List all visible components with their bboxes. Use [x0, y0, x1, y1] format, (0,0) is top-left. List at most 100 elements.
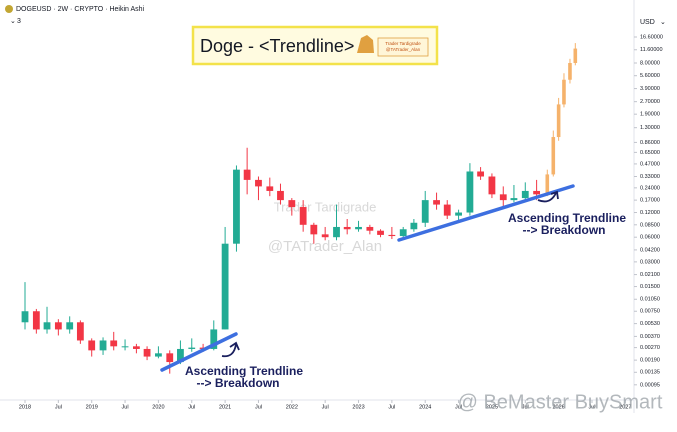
candle-body — [76, 322, 84, 341]
candle-body — [510, 198, 518, 201]
candle-body — [99, 340, 107, 351]
watermark: @ BeMaster BuySmart — [458, 391, 663, 413]
indicator-toggle[interactable]: ⌄ — [10, 18, 16, 25]
candle-body — [66, 322, 74, 330]
candle-body — [243, 169, 251, 180]
candle-body — [488, 176, 496, 195]
candle-body — [310, 224, 318, 235]
y-tick-label: 0.65000 — [640, 150, 660, 156]
y-tick-label: 0.03000 — [640, 259, 660, 265]
y-tick-label: 16.60000 — [640, 34, 663, 40]
candle-body — [556, 104, 561, 138]
candle-body — [255, 179, 262, 187]
candle-body — [573, 48, 578, 63]
candle-body — [177, 348, 184, 363]
annotation: Ascending Trendline — [185, 364, 303, 378]
y-tick-label: 0.01050 — [640, 297, 660, 303]
candle-body — [421, 200, 429, 223]
arrow — [537, 192, 557, 203]
logo-text: @TATrader_Alan — [386, 47, 421, 52]
candle-body — [333, 226, 340, 238]
x-tick-label: Jul — [388, 404, 395, 410]
x-tick-label: 2021 — [219, 404, 231, 410]
candle-body — [88, 340, 96, 351]
y-tick-label: 11.60000 — [640, 47, 663, 53]
y-tick-label: 0.01500 — [640, 284, 660, 290]
watermark: Trader Tardigrade — [274, 199, 377, 214]
x-tick-label: Jul — [188, 404, 195, 410]
y-tick-label: 0.08500 — [640, 222, 660, 228]
title-box: Doge - <Trendline> Trader Tardigrade @TA… — [191, 25, 439, 66]
candle-body — [388, 234, 396, 237]
candle-body — [266, 186, 274, 191]
y-tick-label: 0.33000 — [640, 174, 660, 180]
y-tick-label: 5.60000 — [640, 73, 660, 79]
axis-labels: 16.60000 11.60000 8.00000 5.60000 3.90000 2.7… — [19, 34, 663, 410]
candle-body — [143, 348, 151, 357]
logo-icon — [357, 35, 374, 53]
candle-body — [299, 207, 307, 225]
candle-body — [533, 190, 541, 195]
x-tick-label: 2026 — [553, 404, 565, 410]
candle-body — [288, 200, 296, 208]
candle-body — [110, 340, 118, 347]
indicator-count[interactable]: 3 — [17, 18, 21, 25]
candles — [21, 43, 578, 374]
x-tick-label: 2025 — [486, 404, 498, 410]
y-tick-label: 0.12000 — [640, 210, 660, 216]
x-tick-label: 2019 — [86, 404, 98, 410]
arrow-head — [229, 341, 240, 351]
candle-body — [132, 346, 140, 349]
logo-box — [377, 37, 429, 57]
candle-body — [545, 174, 550, 195]
candle-body — [433, 200, 440, 205]
candle-body — [377, 230, 384, 235]
candle-body — [568, 62, 572, 80]
watermarks: Trader Tardigrade @TATrader_Alan — [268, 199, 382, 255]
logo-text: Trader Tardigrade — [385, 41, 421, 46]
y-tick-label: 0.04200 — [640, 247, 660, 253]
x-tick-label: Jul — [455, 404, 462, 410]
y-tick-label: 1.30000 — [640, 125, 660, 131]
candle-body — [321, 234, 329, 238]
y-tick-label: 0.86000 — [640, 140, 660, 146]
candle-body — [188, 347, 196, 349]
candle-body — [343, 226, 351, 230]
y-tick-label: 0.00135 — [640, 370, 660, 376]
x-tick-label: Jul — [588, 404, 595, 410]
x-tick-label: Jul — [55, 404, 62, 410]
candle-body — [277, 190, 284, 201]
x-tick-label: Jul — [322, 404, 329, 410]
y-tick-label: 0.17000 — [640, 198, 660, 204]
candle-body — [54, 322, 62, 330]
candle-body — [155, 353, 162, 357]
candle-body — [233, 169, 240, 244]
y-tick-label: 0.00750 — [640, 309, 660, 315]
x-tick-label: Jul — [122, 404, 129, 410]
candle-body — [562, 79, 566, 105]
y-tick-label: 0.06000 — [640, 235, 660, 241]
candle-body — [443, 204, 451, 216]
candle-body — [366, 226, 374, 231]
candle-body — [121, 346, 129, 348]
symbol-header: DOGEUSD · 2W · CRYPTO · Heikin Ashi — [16, 6, 145, 13]
candle-body — [499, 194, 507, 201]
candle-body — [21, 311, 29, 323]
candle-body — [551, 137, 556, 175]
annotation: Ascending Trendline — [508, 211, 626, 225]
y-tick-label: 0.00190 — [640, 358, 660, 364]
y-tick-label: 0.02100 — [640, 272, 660, 278]
y-tick-label: 1.90000 — [640, 112, 660, 118]
x-tick-label: 2020 — [152, 404, 164, 410]
currency-caret[interactable]: ⌄ — [660, 19, 666, 26]
x-tick-label: 2024 — [419, 404, 431, 410]
chart-title: Doge - <Trendline> — [200, 36, 354, 56]
y-tick-label: 8.00000 — [640, 60, 660, 66]
candle-body — [455, 212, 462, 216]
trendline — [397, 184, 575, 242]
y-tick-label: 2.70000 — [640, 99, 660, 105]
currency-label[interactable]: USD — [640, 19, 655, 26]
arrow — [221, 343, 237, 358]
candle-body — [43, 322, 51, 330]
